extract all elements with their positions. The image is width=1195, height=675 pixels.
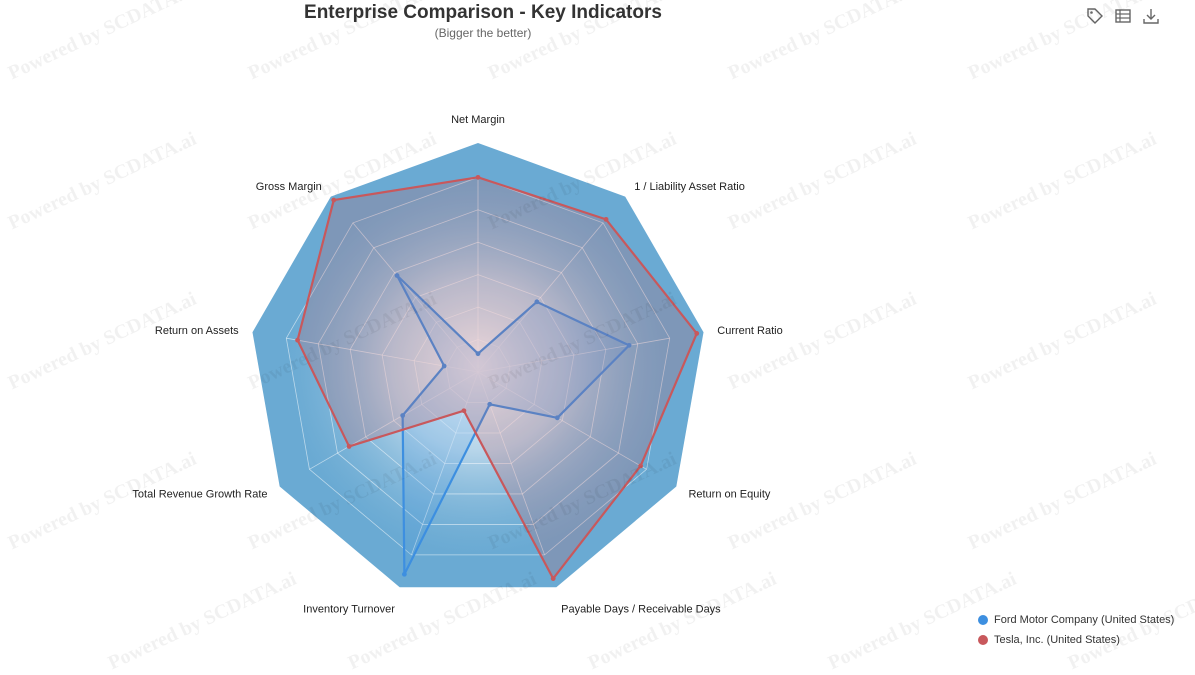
legend-dot-ford (978, 615, 988, 625)
series-ford-point (441, 363, 447, 369)
grid-axis (411, 371, 479, 556)
series-tesla-point (331, 197, 337, 203)
series-ford-point (534, 299, 540, 305)
series-tesla-point (603, 216, 609, 222)
grid-ring (413, 306, 543, 434)
series-ford-point (487, 401, 493, 407)
series-tesla-point (550, 576, 556, 581)
grid-ring (349, 241, 607, 495)
indicator-label: Payable Days / Receivable Days (561, 603, 721, 615)
grid-ring (285, 176, 671, 556)
series-ford-point (400, 413, 406, 418)
series-ford-point (401, 571, 407, 577)
series-tesla-point (295, 337, 300, 343)
tag-icon[interactable] (1085, 6, 1105, 26)
grid-axis (477, 222, 604, 373)
series-tesla-point (694, 331, 700, 336)
grid-axis (309, 371, 479, 470)
series-tesla-area (296, 176, 698, 580)
grid-ring (381, 274, 575, 464)
grid-axis (477, 371, 647, 470)
indicator-label: Return on Equity (688, 489, 770, 501)
chart-subtitle: (Bigger the better) (434, 26, 532, 40)
indicator-label: Return on Assets (155, 325, 239, 337)
indicator-label: Current Ratio (717, 325, 782, 337)
series-ford-point (554, 415, 560, 421)
legend-label-tesla: Tesla, Inc. (United States) (994, 634, 1120, 646)
indicator-label: Total Revenue Growth Rate (132, 489, 267, 501)
series-tesla-point (475, 174, 481, 180)
series-ford-point (475, 351, 481, 357)
table-icon[interactable] (1113, 6, 1133, 26)
grid-axis (352, 222, 479, 373)
legend-dot-tesla (978, 635, 988, 645)
indicator-label: 1 / Liability Asset Ratio (634, 181, 745, 193)
indicator-label: Inventory Turnover (303, 603, 395, 615)
indicator-label: Net Margin (451, 114, 505, 126)
legend-item-tesla[interactable]: Tesla, Inc. (United States) (978, 630, 1174, 650)
grid-ring (317, 209, 639, 525)
indicator-label: Gross Margin (256, 181, 322, 193)
series-ford-area (395, 274, 631, 576)
legend-item-ford[interactable]: Ford Motor Company (United States) (978, 610, 1174, 630)
grid-ring (445, 339, 511, 403)
series-tesla-point (461, 408, 467, 414)
chart-title: Enterprise Comparison - Key Indicators (304, 2, 662, 23)
series-tesla-point (346, 444, 352, 449)
series-ford-point (626, 342, 632, 348)
legend: Ford Motor Company (United States) Tesla… (978, 610, 1174, 650)
legend-label-ford: Ford Motor Company (United States) (994, 614, 1175, 626)
series-ford-point (394, 273, 400, 278)
chart-toolbar (1085, 6, 1161, 26)
grid-axis (477, 337, 670, 373)
download-icon[interactable] (1141, 6, 1161, 26)
series-tesla-point (638, 463, 644, 469)
